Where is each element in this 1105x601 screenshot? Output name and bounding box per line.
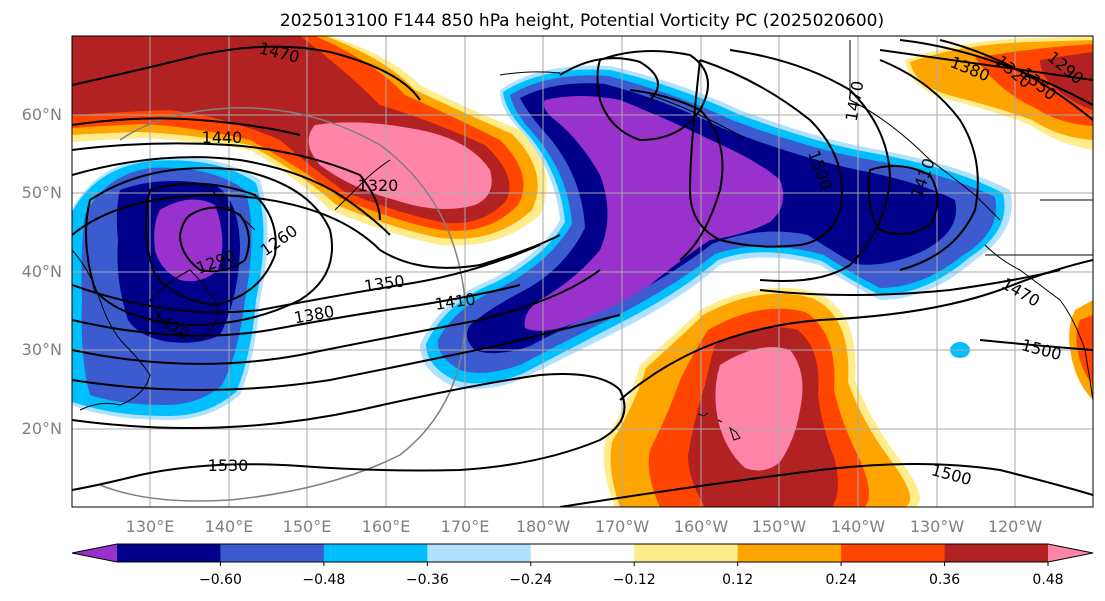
colorbar-segment bbox=[323, 544, 428, 562]
lon-axis: 130°E 140°E 150°E 160°E 170°E 180°W 170°… bbox=[126, 517, 1043, 536]
colorbar-tick-label: 0.12 bbox=[722, 572, 753, 588]
pv-negative-central bbox=[420, 65, 1012, 389]
lon-tick-label: 140°E bbox=[205, 517, 254, 536]
lon-tick-label: 170°W bbox=[595, 517, 650, 536]
colorbar-tick-label: −0.48 bbox=[302, 572, 345, 588]
lon-tick-label: 150°E bbox=[283, 517, 332, 536]
colorbar: −0.60 −0.48 −0.36 −0.24 −0.12 0.12 0.24 0.36 0.4… bbox=[71, 543, 1094, 588]
colorbar-segment bbox=[841, 544, 946, 562]
map-frame bbox=[71, 35, 1094, 508]
lon-tick-label: 140°W bbox=[831, 517, 886, 536]
colorbar-segment bbox=[427, 544, 532, 562]
contour-label: 1320 bbox=[358, 176, 399, 195]
pv-positive-south bbox=[603, 287, 920, 507]
lat-tick-label: 60°N bbox=[22, 105, 62, 124]
colorbar-tick-label: −0.12 bbox=[613, 572, 656, 588]
lon-tick-label: 170°E bbox=[441, 517, 490, 536]
great-circle-arc bbox=[99, 107, 467, 502]
colorbar-extend-high bbox=[1048, 544, 1093, 562]
lat-tick-label: 40°N bbox=[22, 262, 62, 281]
colorbar-segment bbox=[737, 544, 842, 562]
contour-label: 1440 bbox=[202, 128, 243, 147]
lon-tick-label: 120°W bbox=[988, 517, 1043, 536]
colorbar-segment bbox=[634, 544, 739, 562]
colorbar-tick-label: 0.48 bbox=[1032, 572, 1063, 588]
lat-tick-label: 20°N bbox=[22, 419, 62, 438]
colorbar-segment bbox=[530, 544, 635, 562]
colorbar-tick-label: −0.24 bbox=[509, 572, 552, 588]
colorbar-segment bbox=[117, 544, 221, 562]
colorbar-extend-low bbox=[72, 544, 117, 562]
colorbar-segments bbox=[72, 544, 1093, 562]
lon-tick-label: 150°W bbox=[752, 517, 807, 536]
lon-tick-label: 160°E bbox=[362, 517, 411, 536]
map-area: 1470 1440 1320 1260 1290 1350 1380 1410 … bbox=[72, 36, 1093, 507]
colorbar-tick-label: 0.24 bbox=[826, 572, 857, 588]
lat-axis: 60°N 50°N 40°N 30°N 20°N bbox=[22, 105, 62, 438]
colorbar-tick-label: −0.60 bbox=[199, 572, 242, 588]
lon-tick-label: 180°W bbox=[516, 517, 571, 536]
lon-tick-label: 130°W bbox=[910, 517, 965, 536]
colorbar-segment bbox=[220, 544, 325, 562]
lon-tick-label: 130°E bbox=[126, 517, 175, 536]
figure-title: 2025013100 F144 850 hPa height, Potentia… bbox=[280, 11, 884, 31]
lat-tick-label: 30°N bbox=[22, 340, 62, 359]
colorbar-tick-label: −0.36 bbox=[406, 572, 449, 588]
colorbar-segment bbox=[944, 544, 1049, 562]
height-contours bbox=[72, 39, 1093, 507]
map-gridlines bbox=[72, 36, 1093, 507]
colorbar-ticks: −0.60 −0.48 −0.36 −0.24 −0.12 0.12 0.24 0.36 0.4… bbox=[199, 562, 1064, 588]
lat-tick-label: 50°N bbox=[22, 183, 62, 202]
pv-positive-northeast bbox=[905, 36, 1093, 150]
contour-label: 1530 bbox=[208, 456, 249, 475]
colorbar-tick-label: 0.36 bbox=[929, 572, 960, 588]
lon-tick-label: 160°W bbox=[674, 517, 729, 536]
